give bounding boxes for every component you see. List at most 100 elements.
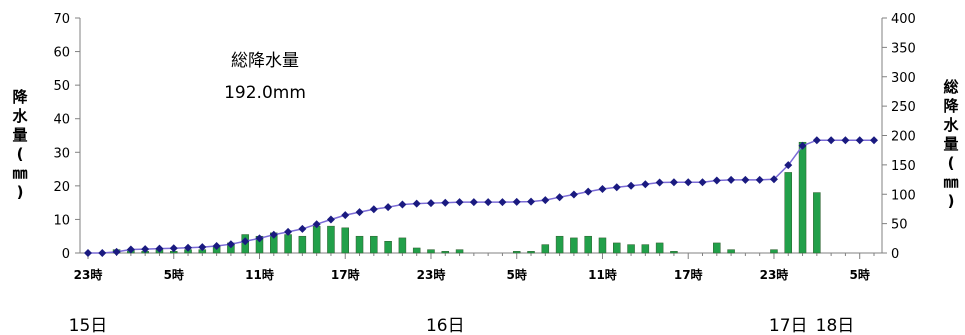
line-marker: [555, 193, 564, 202]
x-tick-label: 11時: [588, 267, 617, 282]
bar: [598, 237, 607, 254]
line-marker: [484, 198, 493, 207]
axis-title-char: 水: [12, 107, 28, 125]
line-marker: [598, 184, 607, 193]
line-marker: [541, 196, 550, 205]
bar: [512, 251, 521, 254]
bar: [527, 251, 535, 254]
x-tick-label: 5時: [164, 267, 184, 282]
bar: [584, 235, 592, 254]
left-tick-label: 0: [62, 247, 70, 262]
bar: [670, 251, 678, 254]
bar: [327, 225, 335, 254]
left-tick-label: 50: [53, 79, 70, 94]
line-marker: [512, 197, 521, 206]
right-y-axis: 0 50 100 150 200 250 300 350 400: [882, 12, 916, 262]
line-marker: [741, 175, 750, 184]
line-marker: [198, 243, 207, 252]
bar: [312, 225, 321, 254]
left-tick-label: 40: [53, 113, 70, 128]
bar: [727, 249, 735, 254]
bar: [570, 237, 578, 254]
bar: [784, 172, 793, 254]
line-marker: [655, 178, 664, 187]
line-marker: [441, 198, 450, 207]
line-marker: [698, 178, 707, 187]
line-marker: [584, 187, 593, 196]
right-tick-label: 100: [891, 188, 916, 203]
axis-title-char: 降: [943, 97, 959, 115]
line-marker: [155, 244, 164, 253]
bar: [555, 235, 564, 254]
line-marker: [326, 215, 335, 224]
line-marker: [841, 136, 850, 145]
line-marker: [498, 198, 507, 207]
right-tick-label: 350: [891, 41, 916, 56]
bar: [627, 244, 635, 254]
day-label: 18日: [816, 316, 855, 335]
bar: [412, 247, 421, 254]
x-tick-label: 23時: [760, 267, 789, 282]
right-tick-label: 0: [891, 247, 899, 262]
line-marker: [527, 197, 536, 206]
bar: [455, 249, 464, 254]
bar: [384, 241, 392, 254]
line-marker: [870, 136, 878, 145]
axis-title-char: ): [17, 183, 24, 201]
x-axis: 23時 5時 11時 17時 23時 5時 11時 17時 23時 5時 15日 16日 17日 18日: [69, 253, 875, 335]
line-marker: [712, 176, 721, 185]
bar-series: [112, 141, 821, 254]
bar: [541, 244, 550, 254]
line-marker: [384, 203, 393, 212]
line-marker: [612, 183, 621, 192]
line-marker: [669, 178, 678, 187]
line-marker: [569, 190, 578, 199]
line-marker: [241, 237, 250, 246]
line-series: [84, 136, 878, 257]
annotation-title: 総降水量: [231, 51, 299, 71]
right-tick-label: 250: [891, 100, 916, 115]
bar: [641, 244, 650, 254]
bar: [441, 251, 450, 254]
line-marker: [641, 180, 650, 189]
bar: [427, 249, 435, 254]
axis-title-char: 総: [943, 78, 958, 96]
x-tick-label: 11時: [245, 267, 274, 282]
axis-title-char: 降: [12, 88, 28, 106]
bar: [655, 242, 664, 254]
line-marker: [212, 241, 221, 250]
axis-title-char: 水: [943, 116, 959, 134]
line-marker: [727, 175, 736, 184]
bar: [284, 234, 292, 254]
axis-title-char: 量: [12, 126, 27, 144]
line-marker: [369, 205, 378, 214]
line-marker: [169, 244, 178, 253]
bar: [341, 227, 349, 254]
x-tick-label: 17時: [674, 267, 703, 282]
bar: [713, 242, 721, 254]
axis-title-char: (: [17, 145, 24, 163]
line-marker: [769, 175, 778, 184]
line-marker: [812, 136, 821, 145]
x-tick-label: 23時: [74, 267, 103, 282]
line-marker: [412, 199, 421, 208]
bar: [370, 235, 378, 254]
line-marker: [112, 247, 121, 256]
line-marker: [255, 234, 264, 243]
x-tick-label: 5時: [850, 267, 870, 282]
annotation-value: 192.0mm: [224, 83, 306, 103]
line-marker: [226, 240, 235, 249]
bar: [770, 249, 778, 254]
axis-title-char: 量: [943, 135, 958, 153]
right-tick-label: 150: [891, 159, 916, 174]
line-marker: [784, 161, 793, 170]
day-label: 16日: [426, 316, 465, 335]
left-tick-label: 30: [53, 146, 70, 161]
right-axis-title: 総降水量(㎜): [943, 78, 959, 210]
line-marker: [355, 208, 364, 217]
axis-title-text: 総降水量(㎜): [943, 78, 959, 210]
left-tick-label: 60: [53, 46, 70, 61]
line-marker: [426, 199, 435, 208]
line-marker: [312, 220, 321, 229]
line-marker: [269, 230, 278, 239]
